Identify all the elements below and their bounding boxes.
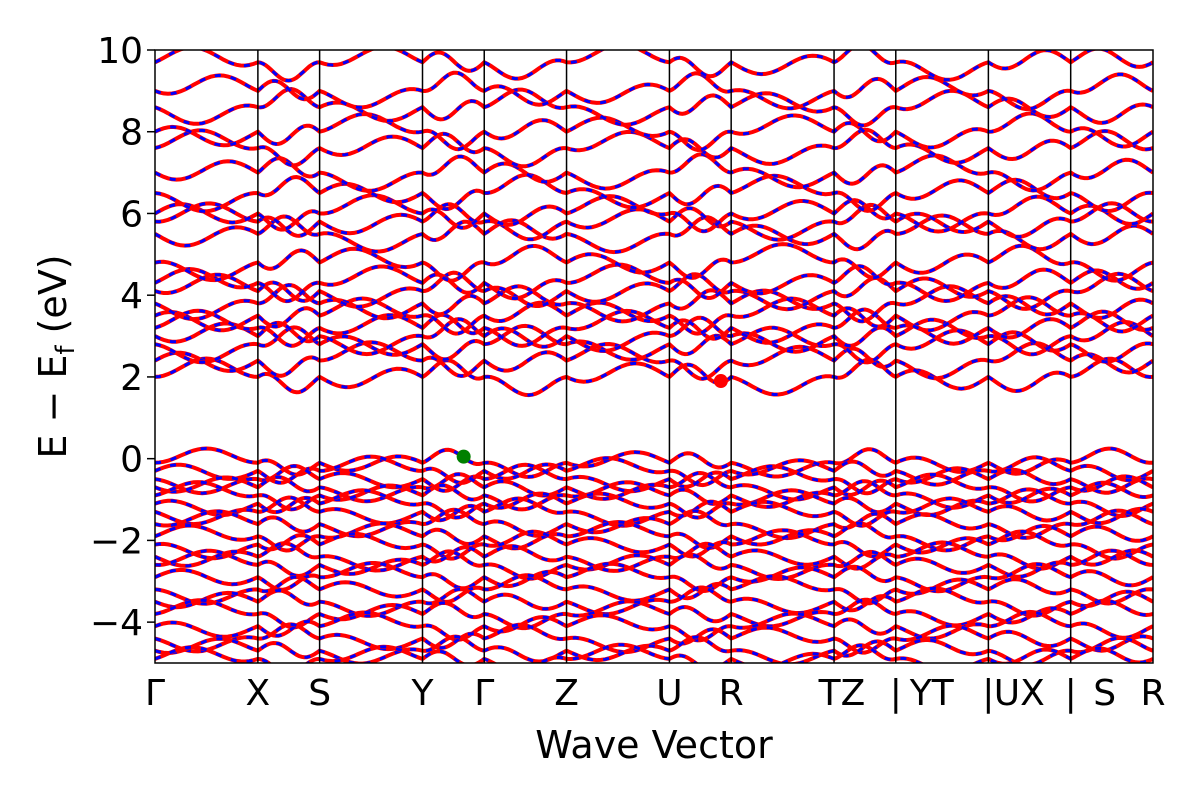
conduction-band-down [155,71,1153,111]
symmetry-lines [257,50,1072,663]
x-tick-label: X [246,673,271,714]
y-axis-ticks: −4 −2 0 2 4 6 8 10 [90,31,155,644]
x-tick-label: UX [994,673,1045,714]
conduction-band-up [155,86,1153,128]
y-tick-label: 0 [120,440,143,481]
y-axis-label-unit: (eV) [31,254,75,345]
bands-layer [155,50,1153,663]
x-tick-label: | [982,673,994,714]
y-tick-label: −2 [90,521,143,562]
x-tick-label: Y [411,673,435,714]
valence-band-down [155,635,1153,663]
x-tick-label: R [719,673,744,714]
x-tick-label: YT [909,673,955,714]
x-tick-label: TZ [818,673,866,714]
x-tick-label: U [656,673,682,714]
conduction-band-down [155,111,1153,152]
y-axis-label-sub: f [51,345,81,355]
y-axis-label-main: E − E [31,355,75,459]
valence-band-up [155,585,1153,618]
y-tick-label: −4 [90,603,143,644]
y-tick-label: 6 [120,194,143,235]
x-tick-label: Γ [145,673,165,714]
x-axis-label: Wave Vector [535,723,773,767]
valence-band-up [155,609,1153,643]
valence-band-down [155,610,1153,642]
x-axis-ticks: Γ X S Y Γ Z U R TZ | YT | UX | S R [145,673,1166,714]
conduction-band-down [155,173,1153,213]
x-tick-label: S [1093,673,1116,714]
y-tick-label: 2 [120,358,143,399]
conduction-band-up [155,70,1153,112]
x-tick-label: Z [554,673,579,714]
vbm-marker [456,449,471,464]
x-tick-label: | [890,673,902,714]
x-tick-label: | [1065,673,1077,714]
x-tick-label: R [1140,673,1165,714]
plot-frame [154,49,1154,664]
conduction-band-up [155,340,1153,381]
y-tick-label: 10 [97,31,143,72]
valence-band-up [155,634,1153,663]
band-edge-markers [456,374,728,464]
x-tick-label: S [308,673,331,714]
y-tick-label: 4 [120,276,143,317]
y-axis-label: E − Ef (eV) [31,254,81,458]
conduction-band-down [155,356,1153,397]
conduction-band-down [155,242,1153,283]
x-tick-label: Γ [474,673,494,714]
cbm-marker [713,374,728,389]
conduction-band-up [155,111,1153,153]
y-tick-label: 8 [120,113,143,154]
